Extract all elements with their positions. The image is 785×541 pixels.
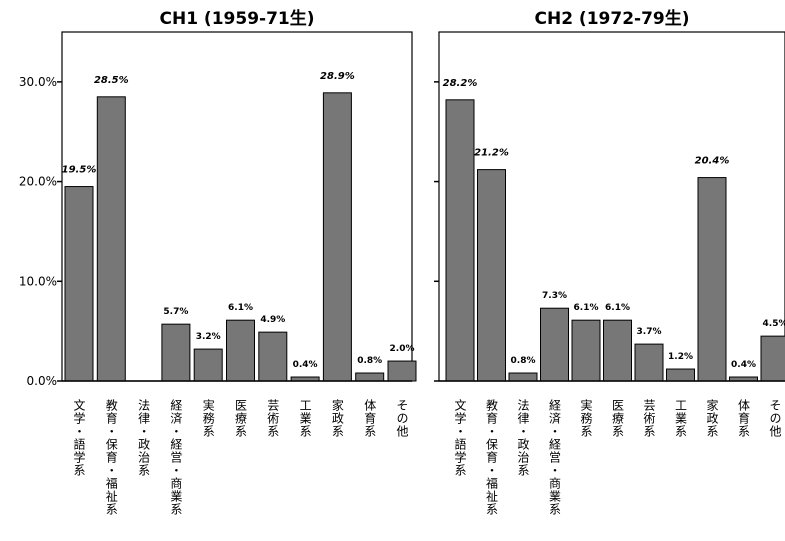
data-label: 20.4% [695, 156, 730, 167]
bar [258, 331, 288, 382]
data-label: 1.2% [668, 352, 693, 362]
category-label: 文学・語学系 [453, 398, 467, 477]
data-label: 6.1% [605, 303, 630, 313]
data-label: 0.8% [357, 356, 382, 366]
category-label: 実務系 [579, 398, 593, 438]
data-label: 0.4% [293, 360, 318, 370]
panel-ch1: CH1 (1959-71生) 0.0% 10.0% 20.0% 30.0% 19.5% 文学… [19, 8, 417, 516]
category-label: 工業系 [298, 399, 312, 438]
y-tick-label: 30.0% [19, 75, 57, 89]
bar [540, 307, 569, 382]
data-label: 4.5% [763, 319, 785, 329]
data-label: 19.5% [62, 165, 97, 176]
category-label: 法律・政治系 [516, 399, 530, 477]
bar [193, 348, 223, 382]
data-label: 3.7% [637, 327, 662, 337]
bar [387, 360, 417, 382]
bar [477, 169, 506, 382]
panel-title: CH1 (1959-71生) [159, 8, 314, 29]
data-label: 4.9% [260, 315, 285, 325]
data-label: 6.1% [228, 303, 253, 313]
category-label: 体育系 [363, 399, 377, 438]
category-label: 医療系 [234, 399, 248, 438]
data-label: 0.8% [511, 356, 536, 366]
data-label: 5.7% [163, 307, 188, 317]
data-label: 21.2% [474, 148, 509, 159]
y-tick-label: 0.0% [27, 374, 58, 388]
data-label: 28.2% [443, 78, 478, 89]
panel-ch2: CH2 (1972-79生) 28.2% 文学・語学系 21.2% 教育・保育・福祉系 0… [434, 8, 785, 516]
category-label: 芸術系 [266, 399, 280, 438]
bar [603, 319, 632, 382]
data-label: 0.4% [731, 360, 756, 370]
category-label: 経済・経営・商業系 [169, 399, 183, 516]
category-label: 教育・保育・福祉系 [104, 398, 118, 516]
data-label: 2.0% [390, 344, 415, 354]
y-tick-label: 20.0% [19, 175, 57, 189]
category-label: 経済・経営・商業系 [548, 399, 562, 516]
bar [96, 96, 126, 382]
category-label: その他 [768, 399, 782, 438]
bar [355, 372, 385, 382]
category-label: 芸術系 [642, 399, 656, 438]
category-label: 体育系 [737, 399, 751, 438]
category-label: 医療系 [611, 399, 625, 438]
bar [760, 335, 785, 382]
category-label: 文学・語学系 [72, 398, 86, 477]
category-label: 工業系 [674, 399, 688, 438]
bar [508, 372, 538, 382]
bar [634, 343, 664, 382]
bar [571, 319, 601, 382]
data-label: 28.9% [320, 71, 355, 82]
bar [226, 319, 255, 382]
category-label: 法律・政治系 [137, 399, 151, 477]
bar [161, 323, 191, 382]
bar [322, 92, 352, 382]
category-label: 実務系 [201, 398, 215, 438]
category-label: 家政系 [705, 398, 719, 438]
data-label: 7.3% [542, 291, 567, 301]
bar [666, 368, 695, 382]
category-label: その他 [395, 399, 409, 438]
data-label: 6.1% [574, 303, 599, 313]
data-label: 3.2% [196, 332, 221, 342]
bar [445, 99, 475, 382]
panel-title: CH2 (1972-79生) [534, 8, 689, 29]
bar [697, 177, 727, 382]
category-label: 教育・保育・福祉系 [485, 398, 499, 516]
y-tick-label: 10.0% [19, 274, 57, 288]
category-label: 家政系 [330, 398, 344, 438]
bar [64, 186, 94, 382]
data-label: 28.5% [94, 75, 129, 86]
